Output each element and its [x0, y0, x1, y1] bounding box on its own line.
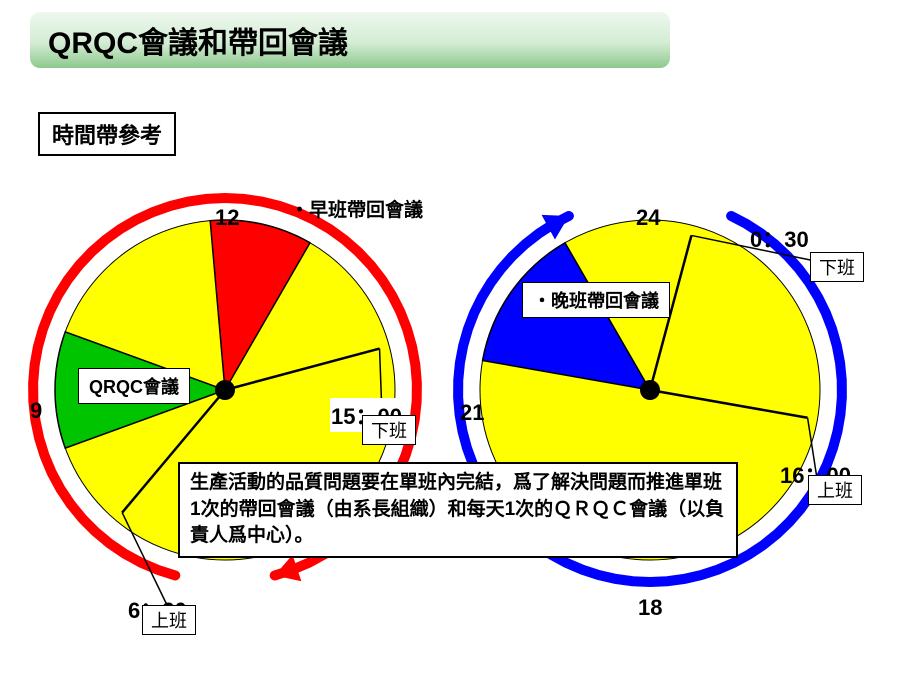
description-box: 生產活動的品質問題要在單班內完結，爲了解決問題而推進單班1次的帶回會議（由系長組… [178, 462, 738, 558]
clock-right-off-duty-box: 下班 [810, 252, 864, 282]
clock-left-on-duty-box: 上班 [142, 605, 196, 635]
clock-left-label-12: 12 [215, 205, 239, 231]
clock-left-label-9: 9 [30, 398, 42, 424]
clock-right-on-duty-box: 上班 [808, 475, 862, 505]
clock-diagram-svg [0, 0, 920, 690]
clock-right-hub [640, 380, 660, 400]
night-meeting-label-box: ・晚班帶回會議 [522, 282, 670, 318]
clock-right-label-24: 24 [636, 205, 660, 231]
clock-right-label-21: 21 [460, 400, 484, 426]
clock-left-off-duty-box: 下班 [362, 415, 416, 445]
clock-right-time-0-30: 0：30 [750, 222, 809, 254]
qrqc-meeting-label-box: QRQC會議 [78, 368, 190, 404]
clock-right-label-18: 18 [638, 595, 662, 621]
clock-left-hub [215, 380, 235, 400]
description-text: 生產活動的品質問題要在單班內完結，爲了解決問題而推進單班1次的帶回會議（由系長組… [190, 472, 724, 546]
morning-meeting-label: ・早班帶回會議 [290, 195, 423, 222]
